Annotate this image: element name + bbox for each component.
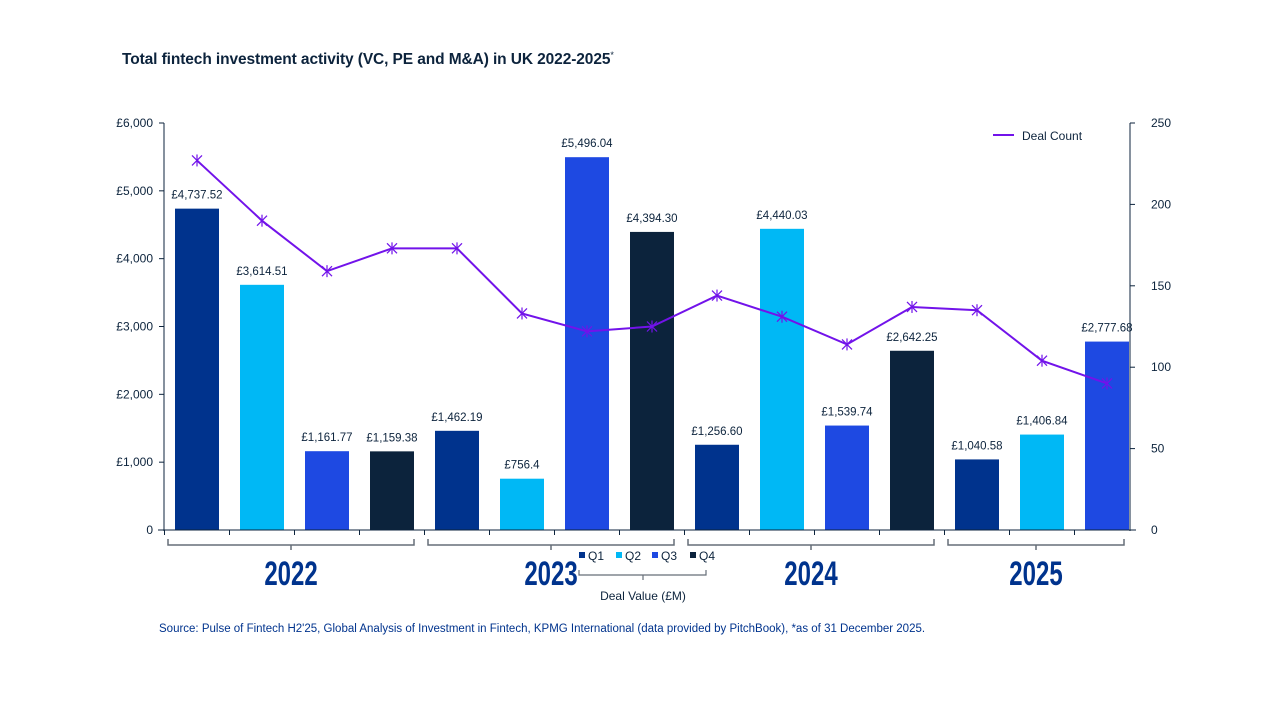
bars-group (175, 157, 1129, 530)
year-label-2024: 2024 (784, 555, 838, 593)
bar-2023-q4 (630, 231, 674, 530)
deal-count-marker (971, 304, 983, 317)
source-note: Source: Pulse of Fintech H2'25, Global A… (159, 623, 926, 635)
bar-value-label: £1,159.38 (366, 432, 417, 444)
legend-label-q2: Q2 (625, 549, 641, 563)
deal-count-marker (1101, 377, 1113, 390)
legend-swatch-q3 (652, 552, 658, 558)
left-y-tick-label: £4,000 (116, 252, 153, 266)
legend-label-q1: Q1 (588, 549, 604, 563)
bar-2024-q3 (825, 425, 869, 530)
legend-swatch-q2 (616, 552, 622, 558)
chart-title-text: Total fintech investment activity (VC, P… (122, 51, 611, 69)
bar-2023-q1 (435, 430, 479, 530)
left-y-tick-label: £1,000 (116, 455, 153, 469)
bar-value-label: £1,040.58 (951, 440, 1002, 452)
deal-count-marker (711, 289, 723, 302)
chart-title: Total fintech investment activity (VC, P… (122, 50, 614, 69)
year-brackets-group: 2022 2023 2024 2025 (167, 539, 1125, 593)
bar-value-label: £5,496.04 (561, 138, 613, 150)
right-y-tick-label: 250 (1151, 116, 1171, 130)
deal-count-marker (1036, 354, 1048, 367)
legend-swatch-q1 (579, 552, 585, 558)
deal-count-marker (191, 154, 203, 167)
bar-value-label: £2,642.25 (886, 332, 937, 344)
bar-2024-q1 (695, 444, 739, 530)
bar-2023-q3 (565, 157, 609, 530)
bar-value-label: £4,737.52 (171, 190, 222, 202)
bar-value-label: £3,614.51 (236, 266, 287, 278)
deal-count-marker (841, 338, 853, 351)
right-y-tick-label: 200 (1151, 197, 1171, 211)
legend-deal-count-label: Deal Count (1022, 129, 1083, 143)
right-y-tick-label: 50 (1151, 442, 1165, 456)
year-bracket-2025 (947, 539, 1125, 550)
bar-value-label: £756.4 (504, 460, 540, 472)
right-y-tick-label: 0 (1151, 523, 1158, 537)
bar-2022-q1 (175, 208, 219, 530)
year-bracket-2024 (687, 539, 935, 550)
bar-value-label: £1,406.84 (1016, 416, 1068, 428)
deal-count-marker (451, 242, 463, 255)
deal-value-bracket (578, 570, 707, 580)
deal-count-marker (906, 300, 918, 313)
bar-2022-q3 (305, 451, 349, 530)
left-y-tick-label: £2,000 (116, 387, 153, 401)
deal-count-line-group (191, 154, 1113, 390)
bar-value-label: £1,539.74 (821, 407, 873, 419)
bar-2025-q2 (1020, 434, 1064, 530)
deal-count-marker (776, 310, 788, 323)
left-y-tick-label: 0 (146, 523, 153, 537)
bar-value-label: £1,462.19 (431, 412, 482, 424)
left-y-tick-label: £5,000 (116, 184, 153, 198)
legend-group: Q1 Q2 Q3 Q4 Deal Value (£M) Deal Count (578, 129, 1083, 603)
bar-labels-group: £4,737.52 £3,614.51 £1,161.77 £1,159.38 £1,4… (171, 138, 1132, 472)
bar-value-label: £1,161.77 (301, 432, 352, 444)
axes-group: 0 £1,000 £2,000 £3,000 £4,000 £5,000 £6,000 0 50… (116, 116, 1171, 537)
left-y-tick-label: £3,000 (116, 320, 153, 334)
bar-2025-q1 (955, 459, 999, 530)
deal-count-marker (581, 325, 593, 338)
bar-value-label: £4,394.30 (626, 213, 677, 225)
legend-swatch-q4 (690, 552, 696, 558)
bar-2022-q2 (240, 284, 284, 530)
legend-label-q3: Q3 (661, 549, 677, 563)
deal-value-axis-label: Deal Value (£M) (600, 589, 686, 603)
bar-2024-q2 (760, 228, 804, 530)
deal-count-marker (386, 242, 398, 255)
year-bracket-2022 (167, 539, 415, 550)
deal-count-marker (516, 307, 528, 320)
legend-label-q4: Q4 (699, 549, 715, 563)
bar-value-label: £4,440.03 (756, 210, 807, 222)
chart-title-asterisk: * (610, 50, 614, 60)
bar-2023-q2 (500, 478, 544, 530)
bar-2025-q3 (1085, 341, 1129, 530)
bar-value-label: £2,777.68 (1081, 323, 1132, 335)
left-y-tick-label: £6,000 (116, 116, 153, 130)
right-y-tick-label: 150 (1151, 279, 1171, 293)
deal-count-marker (256, 214, 268, 227)
bar-2022-q4 (370, 451, 414, 530)
deal-count-marker (321, 265, 333, 278)
right-y-tick-label: 100 (1151, 360, 1171, 374)
bar-value-label: £1,256.60 (691, 426, 742, 438)
year-label-2025: 2025 (1009, 555, 1062, 593)
year-bracket-2023 (427, 539, 675, 550)
year-label-2022: 2022 (264, 555, 317, 593)
deal-count-marker (646, 320, 658, 333)
bar-2024-q4 (890, 350, 934, 530)
year-label-2023: 2023 (524, 555, 577, 593)
